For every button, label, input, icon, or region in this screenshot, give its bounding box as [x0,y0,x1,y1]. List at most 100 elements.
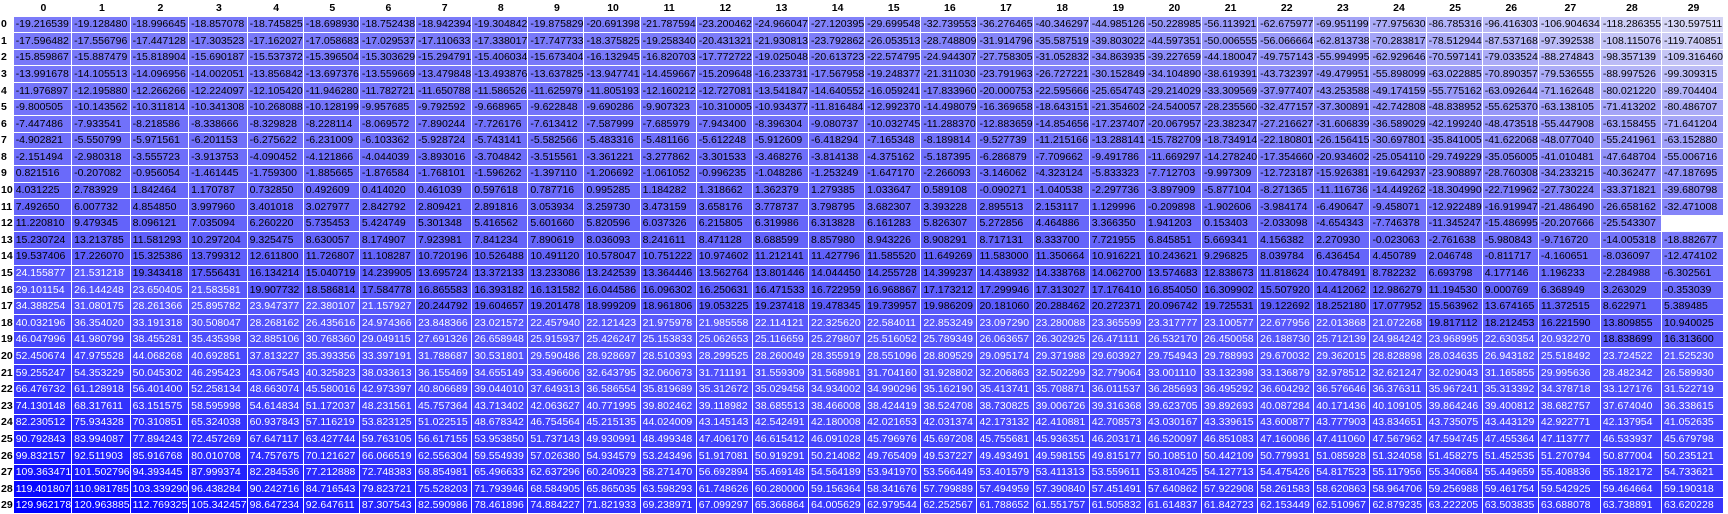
table-cell: 14.438932 [976,265,1034,283]
row-header: 24 [0,414,14,432]
table-cell: -26.658162 [1600,198,1663,216]
table-cell: 4.156382 [1257,231,1315,249]
table-cell: -39.803022 [1089,32,1146,50]
table-cell: 35.313392 [1482,381,1539,399]
column-header-row: 0 1 2 3 4 5 6 7 8 9 10 11 12 13 14 15 16 17 18 19 20 21 22 23 24… [0,0,1725,17]
table-cell: 36.011537 [1089,381,1146,399]
table-cell: 21.583581 [188,281,248,299]
table-cell: 31.704160 [864,364,922,382]
table-cell: 26.144248 [71,281,131,299]
table-cell: -33.371821 [1600,182,1663,200]
table-cell: -3.277862 [640,148,697,166]
table-cell: -5.928724 [415,132,473,150]
table-cell: -42.199240 [1426,115,1483,133]
table-cell: 3.997960 [188,198,248,216]
table-cell: -1.759300 [247,165,304,183]
table-cell: 13.364446 [640,265,697,283]
table-cell: 59.190318 [1661,480,1725,498]
table-cell: 62.510967 [1313,497,1371,514]
table-cell: -50.228985 [1145,16,1203,34]
row-header: 19 [0,331,14,349]
table-cell: -63.152880 [1661,132,1725,150]
table-cell: 42.922771 [1538,414,1601,432]
table-cell: 13.695724 [415,265,473,283]
table-cell: -11.116736 [1313,182,1371,200]
table-cell: -15.396504 [303,49,360,67]
table-cell: 45.757364 [415,397,473,415]
table-cell: 43.339615 [1201,414,1259,432]
table-cell: -13.479848 [415,65,473,83]
table-cell: 61.842723 [1201,497,1259,514]
table-cell: 25.789349 [920,331,978,349]
table-cell: 50.214082 [808,447,866,465]
row-header: 11 [0,198,14,216]
table-row: 27 109.363471 101.502796 94.393445 87.999374… [0,464,1725,482]
row-header: 10 [0,182,14,200]
table-cell: -44.985126 [1089,16,1146,34]
table-cell: -4.160651 [1538,248,1601,266]
table-cell: -25.543307 [1600,215,1663,233]
table-cell: -41.622068 [1482,132,1539,150]
row-header: 16 [0,281,14,299]
table-cell: 35.413741 [976,381,1034,399]
table-cell: -3.893016 [415,148,473,166]
table-cell: 8.241611 [640,231,697,249]
table-cell: 17.176410 [1089,281,1146,299]
table-cell: 54.817523 [1313,464,1371,482]
table-cell: 9.479345 [71,215,131,233]
table-cell: 7.923981 [415,231,473,249]
table-cell: -30.697801 [1369,132,1427,150]
table-cell: -31.606839 [1313,115,1371,133]
table-cell: -17.567958 [808,65,866,83]
row-header: 3 [0,65,14,83]
table-cell: 82.590986 [415,497,473,514]
table-cell: -55.241961 [1600,132,1663,150]
table-cell: 18.252180 [1313,298,1371,316]
table-cell: -63.022885 [1426,65,1483,83]
table-cell: -70.597141 [1426,49,1483,67]
table-cell: 6.007732 [71,198,131,216]
table-cell: 92.511903 [71,447,131,465]
table-cell: 62.252567 [920,497,978,514]
table-cell: -11.816484 [808,99,866,117]
table-cell: 10.940025 [1661,314,1725,332]
table-cell: -8.069572 [359,115,417,133]
table-cell: -14.449262 [1369,182,1427,200]
table-cell: -9.716720 [1538,231,1601,249]
table-cell: -1.048286 [752,165,810,183]
table-cell: 33.136879 [1257,364,1315,382]
table-cell: 17.173212 [920,281,978,299]
table-cell: -62.929646 [1369,49,1427,67]
table-cell: -10.934377 [752,99,810,117]
table-cell: 22.677956 [1257,314,1315,332]
table-cell: -9.800505 [13,99,73,117]
table-cell: -3.814138 [808,148,866,166]
table-cell: 40.771995 [583,397,641,415]
table-cell: 16.221590 [1538,314,1601,332]
table-cell: 54.475426 [1257,464,1315,482]
table-cell: -4.044039 [359,148,417,166]
table-cell: 40.806689 [415,381,473,399]
table-cell: 22.121423 [583,314,641,332]
table-cell: -8.228114 [303,115,360,133]
table-cell: -18.942394 [415,16,473,34]
table-cell: 43.735075 [1426,414,1483,432]
table-cell: -18.375825 [583,32,641,50]
table-cell: 35.819689 [640,381,697,399]
table-cell: -19.216539 [13,16,73,34]
table-cell: 105.342457 [188,497,248,514]
table-cell: -21.311030 [920,65,978,83]
table-cell: 16.309902 [1201,281,1259,299]
table-cell: 26.188730 [1257,331,1315,349]
table-row: 26 99.832157 92.511903 85.916768 80.010708 74… [0,447,1725,465]
table-cell: 29.603927 [1089,347,1146,366]
table-cell: -5.877104 [1201,182,1259,200]
table-cell: 45.796976 [864,430,922,449]
table-cell: 57.390840 [1033,480,1090,498]
table-cell: 90.792843 [13,430,73,449]
table-cell: -36.276465 [976,16,1034,34]
table-cell: 5.820596 [583,215,641,233]
table-cell: -27.730224 [1538,182,1601,200]
table-cell: -20.613723 [808,49,866,67]
table-cell: 35.029458 [752,381,810,399]
